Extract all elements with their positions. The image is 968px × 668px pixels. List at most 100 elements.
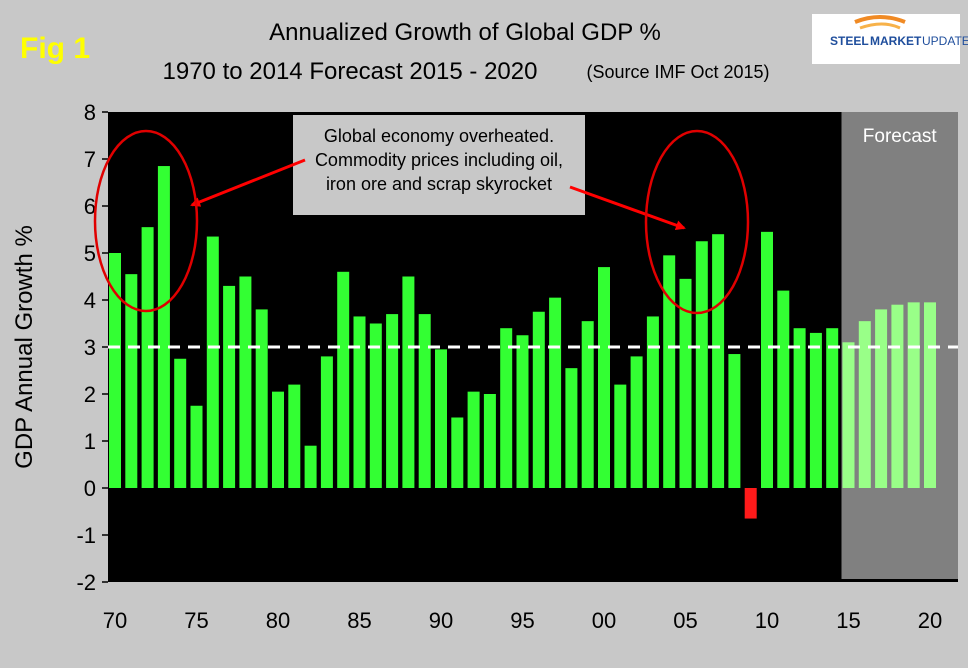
y-axis-label: GDP Annual Growth % (11, 225, 38, 469)
bar-2017 (875, 309, 888, 488)
x-tick-label: 05 (673, 608, 697, 633)
chart-subtitle: 1970 to 2014 Forecast 2015 - 2020 (163, 58, 538, 85)
bar-1979 (255, 309, 268, 488)
bar-1989 (418, 314, 431, 488)
y-axis: 8 7 6 5 4 3 2 1 0 -1 -2 (76, 100, 108, 595)
bar-1988 (402, 276, 415, 488)
bar-2007 (712, 234, 725, 488)
bar-1985 (353, 316, 366, 488)
bar-1992 (467, 391, 480, 488)
x-tick-label: 10 (755, 608, 779, 633)
bar-1977 (223, 285, 236, 488)
logo-swoosh-icon (854, 15, 906, 24)
x-tick-label: 70 (103, 608, 127, 633)
bar-2019 (907, 302, 920, 488)
bar-2011 (777, 290, 790, 488)
x-tick-label: 00 (592, 608, 616, 633)
bar-2005 (679, 278, 692, 488)
bar-1998 (565, 368, 578, 488)
x-tick-label: 80 (266, 608, 290, 633)
bar-1991 (451, 417, 464, 488)
highlight-circle-1970s (93, 129, 199, 313)
x-tick-label: 20 (918, 608, 942, 633)
bar-1983 (320, 356, 333, 488)
annotation: Global economy overheated. Commodity pri… (93, 115, 750, 315)
bar-1971 (125, 274, 138, 488)
bar-1980 (272, 391, 284, 488)
bar-1986 (369, 323, 382, 488)
bar-1993 (483, 394, 496, 488)
y-tick-label: 6 (84, 194, 96, 219)
highlight-circle-2000s (644, 129, 750, 315)
bar-2020 (924, 302, 936, 488)
bar-1981 (288, 384, 301, 488)
annotation-line-1: Global economy overheated. (324, 126, 554, 146)
x-tick-label: 95 (510, 608, 534, 633)
forecast-label: Forecast (863, 126, 938, 147)
annotation-line-2: Commodity prices including oil, (315, 150, 563, 170)
bar-series (109, 166, 936, 519)
bar-1987 (386, 314, 399, 488)
bar-1976 (206, 236, 219, 488)
y-tick-label: 7 (84, 147, 96, 172)
bar-1972 (141, 227, 154, 488)
bar-2002 (630, 356, 643, 488)
bar-1973 (157, 166, 170, 489)
y-tick-label: 2 (84, 382, 96, 407)
annotation-line-3: iron ore and scrap skyrocket (326, 174, 552, 194)
bar-2000 (598, 267, 610, 488)
y-tick-label: 4 (84, 288, 96, 313)
bar-2001 (614, 384, 627, 488)
annotation-arrow-right (569, 185, 686, 230)
bar-1978 (239, 276, 252, 488)
logo-background (812, 14, 960, 64)
bar-2004 (663, 255, 676, 488)
bar-1990 (435, 349, 447, 488)
annotation-box (293, 115, 585, 215)
x-tick-label: 90 (429, 608, 453, 633)
bar-2013 (809, 332, 822, 488)
bar-1970 (109, 253, 121, 488)
bar-1999 (581, 321, 594, 488)
bar-1994 (500, 328, 513, 488)
logo-swoosh-icon-2 (859, 22, 901, 30)
fig-label: Fig 1 (20, 32, 90, 65)
chart-title: Annualized Growth of Global GDP % (269, 19, 661, 46)
x-axis: 70 75 80 85 90 95 00 05 10 15 20 (103, 608, 942, 633)
bar-2015 (842, 342, 855, 488)
bar-2016 (858, 321, 871, 488)
bar-1984 (337, 271, 350, 488)
y-tick-label: 0 (84, 476, 96, 501)
bar-2006 (695, 241, 708, 488)
x-tick-label: 15 (836, 608, 860, 633)
logo-word-update: UPDATE (922, 34, 968, 48)
bar-1975 (190, 405, 203, 488)
bar-2003 (646, 316, 659, 488)
steel-market-update-logo: STEEL MARKET UPDATE (812, 14, 968, 64)
bar-1995 (516, 335, 529, 488)
bar-2014 (826, 328, 839, 488)
bar-2012 (793, 328, 806, 488)
y-tick-label: 5 (84, 241, 96, 266)
y-tick-label: -1 (76, 523, 96, 548)
bar-1974 (174, 358, 187, 488)
y-tick-label: 8 (84, 100, 96, 125)
x-tick-label: 75 (184, 608, 208, 633)
y-tick-label: 1 (84, 429, 96, 454)
bar-2008 (728, 354, 741, 488)
x-tick-label: 85 (347, 608, 371, 633)
bar-2010 (761, 231, 773, 488)
bar-2018 (891, 304, 904, 488)
annotation-arrow-left (190, 158, 306, 207)
bar-1996 (532, 311, 545, 488)
chart-source: (Source IMF Oct 2015) (586, 62, 769, 82)
y-tick-label: 3 (84, 335, 96, 360)
bar-1997 (549, 297, 562, 488)
bar-2009 (744, 488, 757, 519)
y-tick-label: -2 (76, 570, 96, 595)
logo-word-market: MARKET (870, 34, 922, 48)
bar-1982 (304, 445, 317, 488)
logo-word-steel: STEEL (830, 34, 869, 48)
